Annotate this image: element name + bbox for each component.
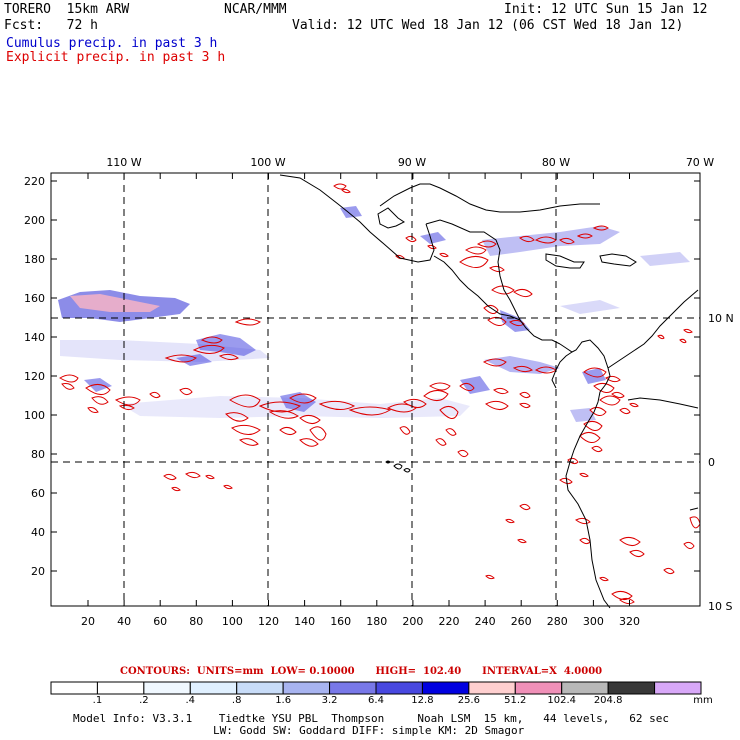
- x-tick-label: 80: [189, 615, 203, 628]
- legend-cumulus: Cumulus precip. in past 3 h: [6, 36, 218, 51]
- x-tick-label: 260: [511, 615, 532, 628]
- colorbar-label: .4: [185, 695, 196, 706]
- longitude-label: 90 W: [398, 156, 426, 169]
- colorbar-swatch: [50, 681, 98, 695]
- colorbar-swatch: [143, 681, 191, 695]
- valid-time: Valid: 12 UTC Wed 18 Jan 12 (06 CST Wed …: [292, 18, 684, 33]
- colorbar-swatch: [421, 681, 470, 695]
- cumulus-precip-areas: [58, 206, 690, 422]
- colorbar-label: 3.2: [321, 695, 338, 706]
- x-tick-label: 200: [402, 615, 423, 628]
- colorbar-swatch: [607, 681, 656, 695]
- colorbar-swatch: [236, 681, 284, 695]
- legend-explicit: Explicit precip. in past 3 h: [6, 50, 226, 65]
- y-tick-label: 100: [24, 409, 45, 422]
- colorbar-unit: mm: [693, 695, 713, 706]
- colorbar-swatch: [96, 681, 145, 695]
- colorbar-swatch: [561, 681, 609, 695]
- x-tick-label: 60: [153, 615, 167, 628]
- model-info-line1: Model Info: V3.3.1 Tiedtke YSU PBL Thomp…: [73, 712, 670, 725]
- colorbar-label: 204.8: [593, 695, 623, 706]
- colorbar-swatch: [189, 681, 238, 695]
- colorbar-swatch: [375, 681, 423, 695]
- x-tick-label: 20: [81, 615, 95, 628]
- y-tick-label: 180: [24, 253, 45, 266]
- x-tick-label: 220: [439, 615, 460, 628]
- colorbar-label: 12.8: [411, 695, 434, 706]
- latitude-label: 10 S: [708, 600, 732, 613]
- x-tick-label: 140: [294, 615, 315, 628]
- x-tick-label: 300: [583, 615, 604, 628]
- y-tick-label: 20: [31, 565, 45, 578]
- y-tick-label: 120: [24, 370, 45, 383]
- y-tick-label: 220: [24, 175, 45, 188]
- latitude-label: 10 N: [708, 312, 734, 325]
- latitude-label: 0: [708, 456, 715, 469]
- forecast-hour: Fcst: 72 h: [4, 18, 98, 33]
- longitude-label: 110 W: [106, 156, 141, 169]
- y-tick-label: 140: [24, 331, 45, 344]
- colorbar-swatch: [514, 681, 563, 695]
- x-tick-label: 160: [330, 615, 351, 628]
- longitude-label: 100 W: [250, 156, 285, 169]
- y-tick-label: 160: [24, 292, 45, 305]
- y-tick-label: 200: [24, 214, 45, 227]
- longitude-label: 70 W: [686, 156, 714, 169]
- x-tick-label: 120: [258, 615, 279, 628]
- colorbar-label: .1: [92, 695, 103, 706]
- explicit-precip-contours: [59, 183, 701, 605]
- y-tick-label: 40: [31, 526, 45, 539]
- center-label: NCAR/MMM: [224, 2, 287, 17]
- graticule: [51, 173, 700, 606]
- colorbar-swatch: [654, 681, 702, 695]
- init-time: Init: 12 UTC Sun 15 Jan 12: [504, 2, 708, 17]
- colorbar-label: .8: [231, 695, 242, 706]
- colorbar-label: .2: [139, 695, 149, 706]
- y-tick-label: 60: [31, 487, 45, 500]
- contours-info: CONTOURS: UNITS=mm LOW= 0.10000 HIGH= 10…: [120, 666, 603, 677]
- x-tick-label: 280: [547, 615, 568, 628]
- x-tick-label: 100: [222, 615, 243, 628]
- x-tick-label: 180: [366, 615, 387, 628]
- y-tick-label: 80: [31, 448, 45, 461]
- model-info-line2: LW: Godd SW: Goddard DIFF: simple KM: 2D…: [213, 724, 525, 737]
- colorbar-label: 102.4: [547, 695, 577, 706]
- longitude-label: 80 W: [542, 156, 570, 169]
- colorbar-label: 25.6: [457, 695, 480, 706]
- x-tick-label: 320: [619, 615, 640, 628]
- colorbar-label: 51.2: [504, 695, 527, 706]
- map-frame: [50, 172, 701, 607]
- x-tick-label: 240: [475, 615, 496, 628]
- colorbar-swatch: [468, 681, 516, 695]
- colorbar: [50, 681, 702, 695]
- x-tick-label: 40: [117, 615, 131, 628]
- colorbar-swatch: [282, 681, 331, 695]
- colorbar-swatch: [329, 681, 377, 695]
- colorbar-label: 6.4: [368, 695, 384, 706]
- colorbar-label: 1.6: [275, 695, 292, 706]
- model-title: TORERO 15km ARW: [4, 2, 130, 17]
- axes: 110 W 100 W 90 W 80 W 70 W 10 N 0 10 S 20 40 60 80 1…: [24, 156, 734, 628]
